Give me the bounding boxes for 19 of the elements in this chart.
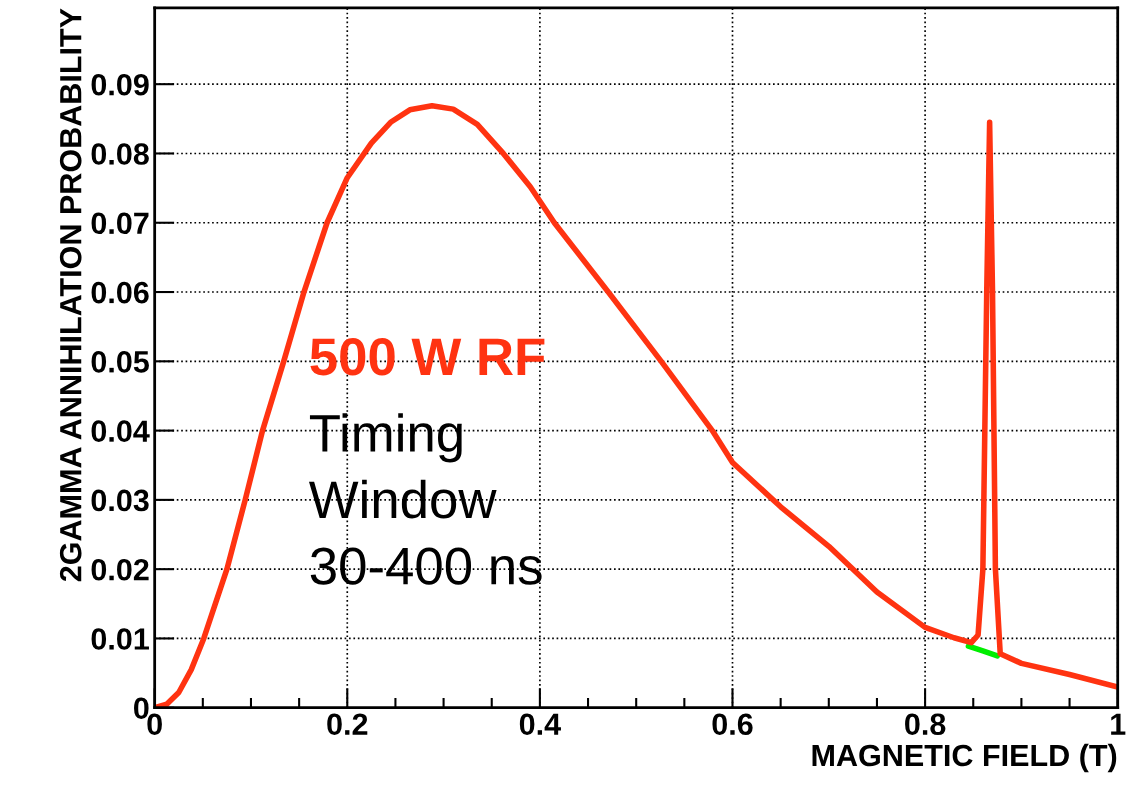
y-tick-label: 0.07 bbox=[91, 212, 149, 235]
y-tick-label: 0 bbox=[134, 697, 149, 720]
y-axis-title: 2GAMMA ANNIHILATION PROBABILITY bbox=[59, 8, 82, 582]
y-tick-label: 0.06 bbox=[91, 281, 149, 304]
y-tick-label: 0.01 bbox=[91, 628, 149, 650]
y-tick-label: 0.04 bbox=[91, 420, 150, 442]
x-tick-label: 0.6 bbox=[712, 713, 753, 736]
y-tick-label: 0.05 bbox=[91, 351, 149, 373]
x-tick-label: 1 bbox=[1111, 713, 1126, 735]
y-tick-label: 0.09 bbox=[91, 73, 149, 96]
y-tick-label: 0.02 bbox=[91, 558, 149, 581]
y-tick-label: 0.03 bbox=[91, 489, 149, 512]
x-axis-title: MAGNETIC FIELD (T) bbox=[812, 743, 1117, 773]
y-tick-label: 0.08 bbox=[91, 143, 149, 165]
annotation: Timing Window 30-400 ns bbox=[308, 413, 542, 585]
x-tick-label: 0.4 bbox=[519, 713, 561, 736]
x-tick-label: 0.8 bbox=[905, 713, 946, 736]
series-label: 500 W RF bbox=[310, 338, 545, 376]
x-tick-label: 0.2 bbox=[327, 713, 368, 736]
